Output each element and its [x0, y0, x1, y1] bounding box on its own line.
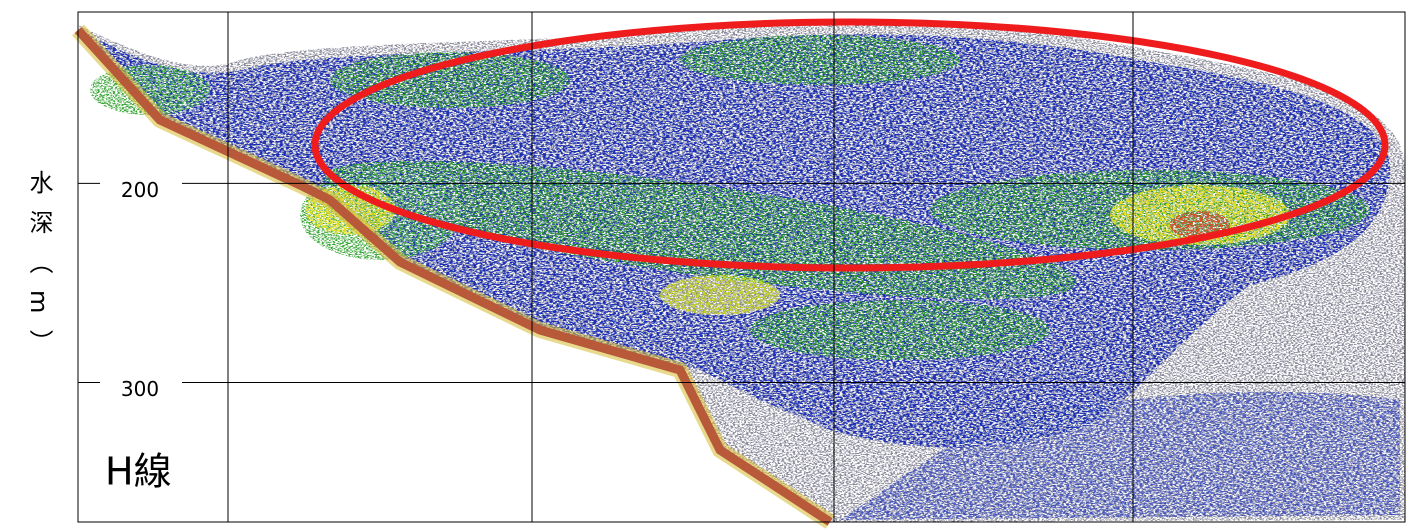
tick-label-bg: [100, 165, 182, 202]
y-axis-label: 水深（m）: [25, 170, 53, 370]
annotation: H線: [105, 450, 172, 494]
plot-frame: [77, 11, 1406, 523]
grid: [77, 11, 1406, 523]
y-tick-label: 300: [121, 377, 159, 401]
tick-label-bg: [100, 364, 182, 401]
y-tick-label: 200: [121, 178, 159, 202]
echo-background: [72, 18, 1405, 529]
